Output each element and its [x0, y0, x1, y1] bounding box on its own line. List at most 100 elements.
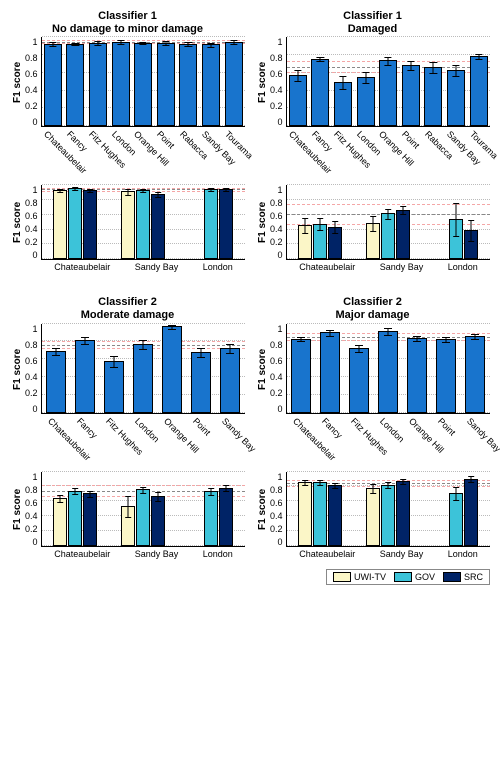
error-cap: [355, 352, 363, 353]
error-cap: [168, 329, 176, 330]
plot-wrap: F1 score00.20.40.60.81: [10, 472, 245, 547]
plot-area: [286, 37, 490, 127]
error-cap: [162, 45, 169, 46]
error-bar: [456, 487, 457, 501]
error-cap: [453, 236, 459, 237]
error-cap: [442, 337, 450, 338]
bar: [44, 44, 62, 127]
bar-group: [320, 324, 340, 413]
bar-group: [162, 324, 182, 413]
bar: [313, 224, 327, 260]
bar: [220, 348, 240, 412]
bar: [291, 339, 311, 413]
bar: [75, 340, 95, 413]
x-ticks: ChateaubelairFancyFitz HughesLondonOrang…: [42, 416, 245, 466]
bar: [298, 482, 312, 546]
error-cap: [208, 495, 214, 496]
bar-group: [402, 37, 420, 126]
bar-group: [424, 37, 442, 126]
error-cap: [362, 83, 369, 84]
error-cap: [318, 485, 324, 486]
error-cap: [370, 493, 376, 494]
error-cap: [318, 218, 324, 219]
bar: [334, 82, 352, 127]
bar: [68, 188, 82, 259]
bar-group: [133, 324, 153, 413]
bars-container: [42, 472, 245, 546]
error-cap: [155, 192, 161, 193]
error-cap: [162, 41, 169, 42]
error-cap: [318, 480, 324, 481]
bar-group: [470, 37, 488, 126]
bar-group: [298, 185, 342, 259]
error-cap: [297, 341, 305, 342]
plot-area: [286, 472, 490, 547]
y-ticks: 00.20.40.60.81: [25, 324, 41, 414]
error-cap: [452, 76, 459, 77]
error-cap: [155, 501, 161, 502]
legend-item: GOV: [394, 572, 435, 582]
bar: [311, 59, 329, 127]
bar-group: [53, 472, 97, 546]
plot-wrap: F1 score00.20.40.60.81: [255, 37, 490, 127]
y-axis-label: F1 score: [10, 324, 25, 414]
bar-group: [349, 324, 369, 413]
error-cap: [58, 189, 64, 190]
error-cap: [475, 59, 482, 60]
bar: [328, 227, 342, 260]
error-cap: [88, 497, 94, 498]
error-cap: [400, 206, 406, 207]
bar-group: [447, 37, 465, 126]
bar: [162, 326, 182, 412]
error-cap: [475, 54, 482, 55]
chart-title: Classifier 1No damage to minor damage: [10, 10, 245, 35]
error-cap: [73, 494, 79, 495]
error-cap: [73, 190, 79, 191]
error-cap: [453, 203, 459, 204]
error-cap: [125, 496, 131, 497]
y-axis-label: F1 score: [10, 185, 25, 260]
bar: [464, 479, 478, 546]
error-bar: [373, 217, 374, 232]
error-cap: [49, 42, 56, 43]
error-bar: [456, 203, 457, 236]
error-cap: [226, 344, 234, 345]
plot-wrap: F1 score00.20.40.60.81: [10, 324, 245, 414]
error-cap: [294, 81, 301, 82]
bar: [465, 336, 485, 413]
y-ticks: 00.20.40.60.81: [270, 185, 286, 260]
error-cap: [72, 45, 79, 46]
error-cap: [230, 44, 237, 45]
error-cap: [207, 43, 214, 44]
bar: [134, 43, 152, 127]
error-cap: [471, 339, 479, 340]
plot-wrap: F1 score00.20.40.60.81: [255, 185, 490, 260]
plot-area: [41, 185, 245, 260]
error-cap: [471, 334, 479, 335]
bars-container: [287, 37, 490, 126]
error-cap: [385, 488, 391, 489]
bar-group: [89, 37, 107, 126]
bars-container: [42, 324, 245, 413]
bars-container: [287, 472, 490, 546]
error-cap: [140, 44, 147, 45]
error-cap: [453, 487, 459, 488]
x-ticks: ChateaubelairSandy BayLondon: [42, 549, 245, 559]
error-cap: [49, 46, 56, 47]
error-cap: [453, 500, 459, 501]
error-bar: [335, 222, 336, 234]
error-cap: [185, 46, 192, 47]
error-bar: [320, 219, 321, 231]
bar: [449, 219, 463, 260]
error-cap: [168, 325, 176, 326]
error-cap: [223, 485, 229, 486]
bar: [179, 44, 197, 127]
error-cap: [58, 495, 64, 496]
bar-group: [225, 37, 243, 126]
plot-wrap: F1 score00.20.40.60.81: [255, 324, 490, 414]
error-cap: [230, 40, 237, 41]
error-cap: [88, 192, 94, 193]
error-cap: [110, 367, 118, 368]
error-cap: [197, 357, 205, 358]
error-cap: [407, 61, 414, 62]
